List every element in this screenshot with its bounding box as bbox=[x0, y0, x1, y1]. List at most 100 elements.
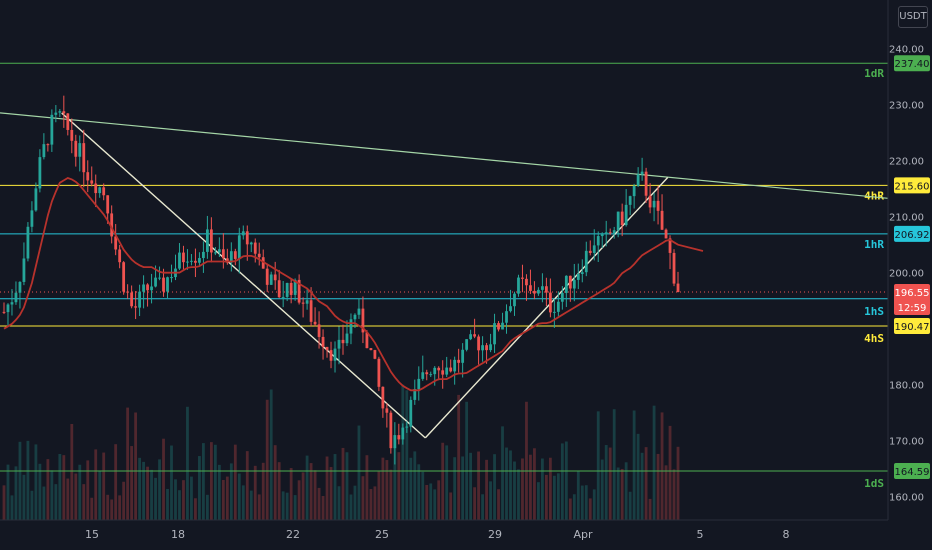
candle-body bbox=[321, 336, 325, 347]
candle-body bbox=[525, 278, 528, 286]
price-tick-label: 160.00 bbox=[889, 493, 924, 504]
candle-body bbox=[309, 300, 313, 322]
volume-bar bbox=[481, 494, 484, 520]
candle-body bbox=[676, 283, 680, 292]
volume-bar bbox=[672, 469, 676, 520]
time-axis[interactable]: 15 18 22 25 29 Apr 5 8 bbox=[0, 519, 932, 550]
volume-bar bbox=[118, 495, 122, 520]
candle-body bbox=[6, 304, 10, 313]
level-price-label: 164.59 bbox=[895, 467, 930, 478]
volume-bar bbox=[409, 457, 413, 520]
candle-body bbox=[38, 157, 42, 189]
volume-bar bbox=[333, 454, 337, 520]
volume-bar bbox=[329, 467, 333, 520]
candle-body bbox=[241, 231, 245, 236]
level-label: 1dR bbox=[864, 67, 884, 80]
price-axis[interactable]: 240.00 230.00 220.00 210.00 200.00 180.00 170.… bbox=[887, 0, 932, 550]
volume-bar bbox=[257, 494, 261, 520]
volume-bar bbox=[237, 473, 241, 520]
candle-body bbox=[576, 274, 580, 280]
candle-body bbox=[110, 213, 114, 237]
candle-body bbox=[409, 399, 413, 427]
volume-bar bbox=[154, 477, 157, 520]
candle-body bbox=[401, 427, 405, 440]
volume-bar bbox=[600, 459, 604, 520]
candle-body bbox=[237, 235, 241, 259]
volume-bar bbox=[54, 484, 58, 520]
candle-body bbox=[481, 345, 484, 351]
candle-body bbox=[568, 275, 572, 289]
volume-bar bbox=[397, 452, 401, 520]
volume-bar bbox=[477, 451, 480, 520]
volume-bar bbox=[425, 484, 429, 520]
candle-body bbox=[437, 367, 441, 371]
volume-bar bbox=[640, 452, 644, 520]
volume-bar bbox=[293, 495, 297, 520]
volume-bar bbox=[529, 454, 532, 520]
volume-bar bbox=[221, 479, 225, 520]
time-axis-bg bbox=[0, 520, 932, 550]
candle-body bbox=[90, 180, 94, 184]
volume-bar bbox=[202, 443, 205, 520]
candle-body bbox=[664, 229, 668, 239]
candle-body bbox=[441, 370, 445, 375]
volume-bar bbox=[90, 497, 94, 520]
candle-body bbox=[154, 277, 157, 287]
candle-body bbox=[142, 284, 145, 292]
volume-bar bbox=[158, 459, 161, 520]
candle-body bbox=[341, 339, 345, 344]
volume-bar bbox=[505, 447, 508, 520]
candle-body bbox=[544, 286, 548, 293]
candle-body bbox=[114, 236, 118, 250]
candle-body bbox=[377, 358, 381, 387]
candle-body bbox=[672, 252, 676, 284]
candle-body bbox=[313, 321, 317, 325]
candle-body bbox=[513, 293, 516, 307]
candle-body bbox=[325, 346, 329, 351]
volume-bar bbox=[548, 457, 552, 520]
trendlines bbox=[0, 112, 889, 439]
candle-body bbox=[644, 171, 648, 196]
candle-body bbox=[293, 279, 297, 295]
volume-bar bbox=[182, 480, 185, 520]
level-label: 1hR bbox=[864, 238, 884, 251]
candle-body bbox=[465, 339, 469, 350]
volume-bar bbox=[676, 446, 680, 520]
candle-body bbox=[421, 372, 425, 379]
candle-body bbox=[560, 292, 564, 302]
candle-body bbox=[620, 211, 624, 226]
time-tick-label: 25 bbox=[375, 528, 389, 541]
candle-body bbox=[245, 231, 249, 245]
time-tick-label: 8 bbox=[783, 528, 790, 541]
candle-body bbox=[265, 268, 269, 285]
candle-body bbox=[253, 242, 257, 254]
volume-bar bbox=[652, 405, 656, 520]
volume-bar bbox=[349, 494, 353, 520]
volume-bar bbox=[325, 456, 329, 520]
level-price-label: 237.40 bbox=[895, 59, 930, 70]
volume-bar bbox=[628, 491, 632, 520]
candle-body bbox=[301, 302, 305, 304]
volume-bar bbox=[217, 464, 221, 520]
candle-body bbox=[209, 229, 213, 253]
currency-button[interactable]: USDT bbox=[898, 6, 928, 28]
candle-body bbox=[58, 111, 62, 113]
candle-body bbox=[194, 260, 197, 263]
volume-bar bbox=[389, 469, 393, 520]
volume-bar bbox=[521, 458, 524, 520]
candle-body bbox=[22, 258, 26, 282]
candle-body bbox=[134, 306, 138, 308]
candle-body bbox=[393, 435, 397, 449]
volume-bar bbox=[194, 498, 197, 520]
volume-bar bbox=[114, 444, 118, 520]
volume-bar bbox=[34, 444, 38, 520]
level-price-label-bg bbox=[894, 318, 930, 335]
candle-body bbox=[221, 249, 225, 259]
volume-bar bbox=[493, 454, 496, 520]
volume-bar bbox=[213, 444, 217, 520]
candle-body bbox=[369, 348, 373, 351]
candle-body bbox=[158, 277, 161, 279]
volume-bar bbox=[58, 454, 62, 520]
level-price-label: 206.92 bbox=[895, 230, 930, 241]
